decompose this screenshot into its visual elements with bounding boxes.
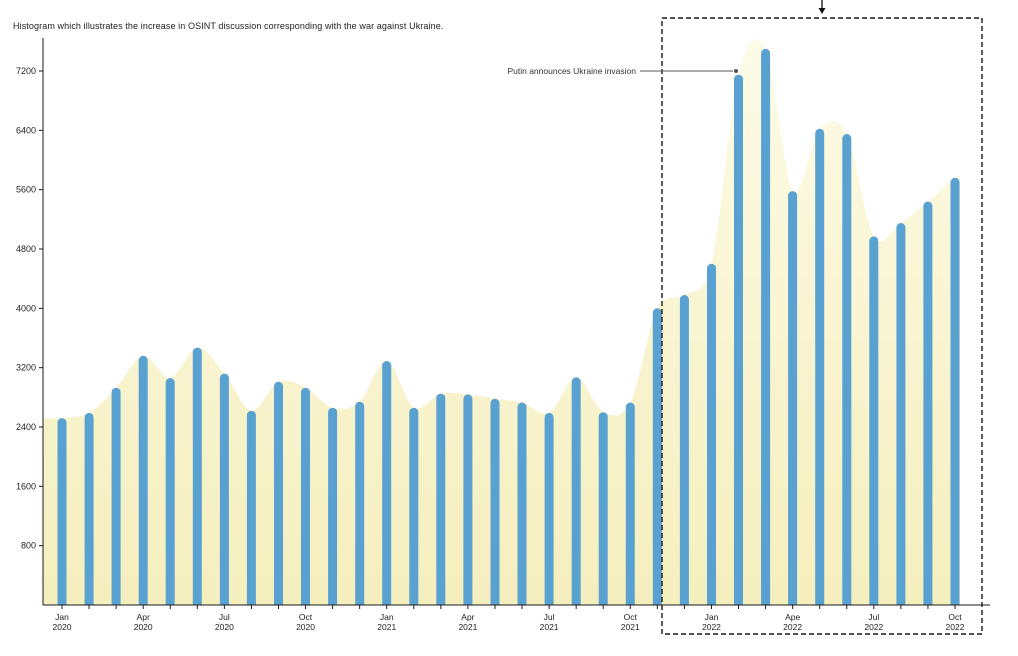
bar-may-2021 xyxy=(490,398,500,605)
x-tick-label-year: 2021 xyxy=(621,622,640,632)
x-tick-label-month: Ape xyxy=(785,612,800,622)
bar-may-2020 xyxy=(165,378,175,605)
bar-jan-2022 xyxy=(707,263,716,605)
x-tick-label-month: Jul xyxy=(219,612,230,622)
down-arrow-head xyxy=(818,8,826,14)
x-tick-label-year: 2020 xyxy=(296,622,315,632)
bar-jun-2021 xyxy=(517,402,527,605)
bar-oct-2020 xyxy=(301,387,310,605)
x-tick-label-year: 2020 xyxy=(134,622,153,632)
bar-oct-2021 xyxy=(625,402,635,605)
bar-jul-2022 xyxy=(869,236,879,605)
y-tick-label: 1600 xyxy=(16,481,36,491)
x-tick-label-year: 2020 xyxy=(53,622,72,632)
bar-apr-2021 xyxy=(463,394,473,605)
x-tick-label-month: Oct xyxy=(948,612,962,622)
x-tick-label-year: 2022 xyxy=(946,622,965,632)
x-tick-label-year: 2020 xyxy=(215,622,234,632)
bar-apr-2022 xyxy=(788,191,798,605)
x-tick-label-month: Oct xyxy=(624,612,638,622)
x-tick-label-month: Jul xyxy=(544,612,555,622)
highlight-region-box xyxy=(661,17,983,635)
bar-apr-2020 xyxy=(138,355,148,605)
x-tick-label-year: 2022 xyxy=(783,622,802,632)
x-tick-label-month: Jan xyxy=(55,612,69,622)
bar-jun-2022 xyxy=(842,134,852,605)
bar-aug-2022 xyxy=(896,223,906,605)
y-tick-label: 4800 xyxy=(16,244,36,254)
area-fill xyxy=(43,38,960,605)
bar-jul-2021 xyxy=(544,412,554,605)
bar-feb-2022 xyxy=(734,74,743,605)
bar-jan-2020 xyxy=(57,418,67,605)
bar-sep-2021 xyxy=(598,412,608,605)
y-tick-label: 5600 xyxy=(16,185,36,195)
chart-title: Histogram which illustrates the increase… xyxy=(13,21,444,31)
y-tick-label: 6400 xyxy=(16,125,36,135)
x-tick-label-month: Oct xyxy=(299,612,313,622)
x-tick-label-year: 2021 xyxy=(540,622,559,632)
bar-feb-2021 xyxy=(409,407,419,605)
bar-jun-2020 xyxy=(192,347,202,605)
bar-mar-2020 xyxy=(111,387,121,605)
bar-mar-2022 xyxy=(761,48,771,605)
bar-jan-2021 xyxy=(382,361,392,605)
bar-jul-2020 xyxy=(219,373,229,605)
annotation-label: Putin announces Ukraine invasion xyxy=(507,66,636,76)
x-tick-label-year: 2022 xyxy=(702,622,721,632)
bar-sep-2022 xyxy=(923,201,933,605)
bar-nov-2020 xyxy=(328,407,338,605)
x-tick-label-month: Apr xyxy=(137,612,150,622)
y-tick-label: 7200 xyxy=(16,66,36,76)
bar-aug-2020 xyxy=(246,410,256,605)
bar-nov-2021 xyxy=(652,308,662,605)
x-tick-label-year: 2022 xyxy=(864,622,883,632)
y-tick-label: 2400 xyxy=(16,422,36,432)
bar-dec-2021 xyxy=(679,295,689,605)
x-tick-label-year: 2021 xyxy=(377,622,396,632)
y-tick-label: 3200 xyxy=(16,363,36,373)
bar-feb-2020 xyxy=(84,412,94,605)
annotation-dot xyxy=(734,69,739,73)
y-tick-label: 4000 xyxy=(16,303,36,313)
x-tick-label-month: Jul xyxy=(868,612,879,622)
x-tick-label-year: 2021 xyxy=(458,622,477,632)
x-tick-label-month: Apr xyxy=(461,612,474,622)
x-tick-label-month: Jan xyxy=(705,612,719,622)
bar-oct-2022 xyxy=(950,177,960,605)
x-tick-label-month: Jan xyxy=(380,612,394,622)
bar-dec-2020 xyxy=(355,401,365,605)
bar-mar-2021 xyxy=(436,393,446,605)
bar-sep-2020 xyxy=(274,381,283,605)
bars xyxy=(57,48,960,605)
bar-aug-2021 xyxy=(571,377,581,605)
y-tick-label: 800 xyxy=(21,541,36,551)
bar-may-2022 xyxy=(815,128,825,605)
